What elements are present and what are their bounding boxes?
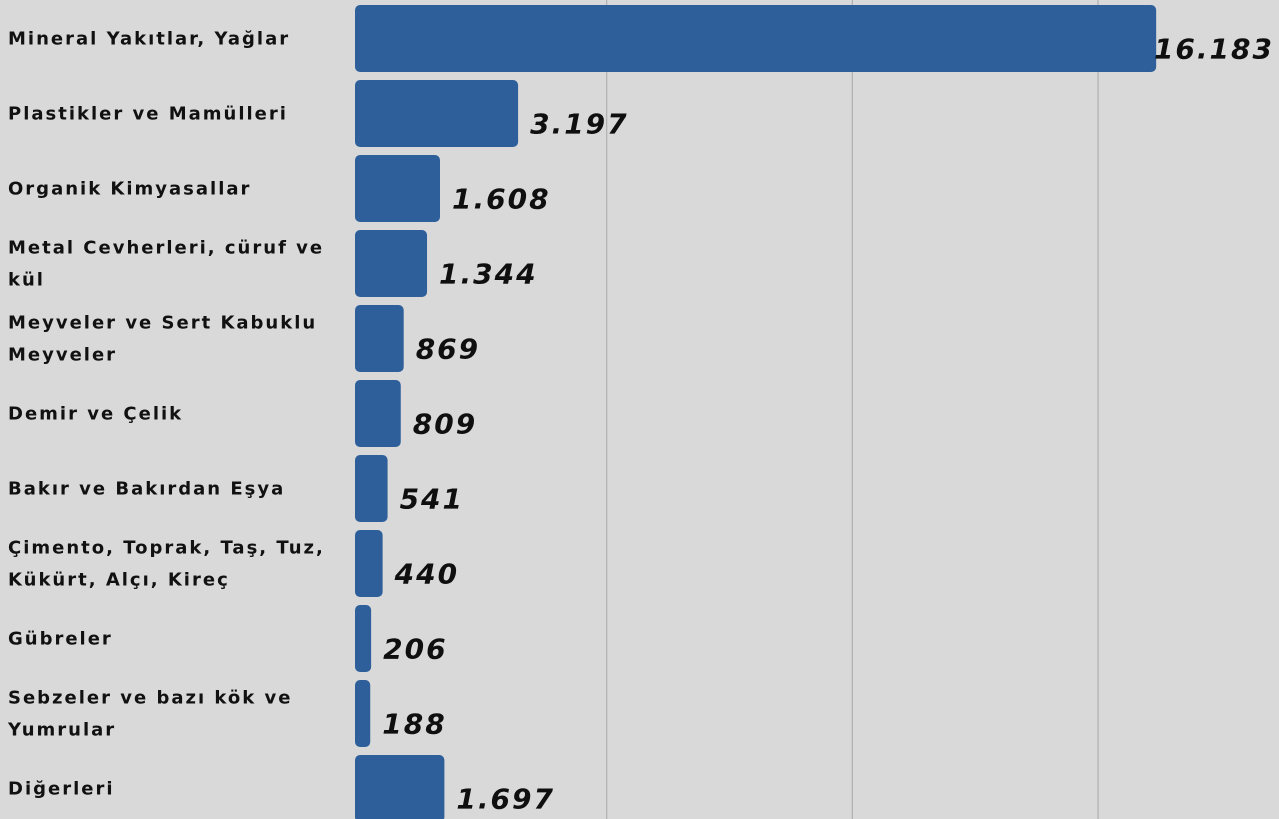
category-label-line: Demir ve Çelik [8,404,183,425]
value-label: 1.608 [452,183,551,216]
category-label-line: Mineral Yakıtlar, Yağlar [8,29,290,50]
bar [355,5,1157,72]
category-label: Diğerleri [8,779,115,800]
bar [355,380,401,447]
value-label: 188 [382,708,446,741]
category-label-line: Sebzeler ve bazı kök ve [8,688,292,709]
value-labels: 16.183 3.197 1.608 1.344 869 809 541 440 206 188 1… [382,33,1274,816]
category-label: Mineral Yakıtlar, Yağlar [8,29,290,50]
value-label: 440 [394,558,459,591]
category-label: Sebzeler ve bazı kök ve Yumrular [7,688,292,741]
category-label-line: Plastikler ve Mamülleri [8,104,288,125]
value-label: 3.197 [530,108,629,141]
category-label-line: Kükürt, Alçı, Kireç [8,570,230,591]
category-label-line: Metal Cevherleri, cüruf ve [8,238,324,259]
value-label: 206 [383,633,447,666]
value-label: 541 [400,483,464,516]
bar [355,230,428,297]
bars [355,5,1157,819]
bar [355,455,388,522]
bar [355,605,372,672]
category-label-line: Organik Kimyasallar [8,179,251,200]
category-label: Çimento, Toprak, Taş, Tuz, Kükürt, Alçı, … [8,538,325,591]
category-label-line: kül [8,270,45,291]
category-label: Organik Kimyasallar [8,179,251,200]
bar [355,305,404,372]
value-label: 809 [413,408,477,441]
bar [355,755,445,819]
category-label: Meyveler ve Sert Kabuklu Meyveler [8,313,317,366]
category-label: Metal Cevherleri, cüruf ve kül [8,238,324,291]
category-label-line: Bakır ve Bakırdan Eşya [8,479,285,500]
category-label-line: Yumrular [7,720,116,741]
category-label-line: Gübreler [8,629,113,650]
category-label: Bakır ve Bakırdan Eşya [8,479,285,500]
category-label-line: Diğerleri [8,779,115,800]
category-label: Gübreler [8,629,113,650]
bar [355,80,519,147]
value-label: 1.344 [439,258,538,291]
category-label-line: Meyveler ve Sert Kabuklu [8,313,317,334]
category-label-line: Çimento, Toprak, Taş, Tuz, [8,538,325,559]
category-label-line: Meyveler [8,345,117,366]
bar [355,680,371,747]
bar [355,155,441,222]
bar [355,530,383,597]
category-labels: Mineral Yakıtlar, Yağlar Plastikler ve Ma… [7,29,325,800]
gridlines [606,0,1099,819]
value-label: 1.697 [456,783,555,816]
value-label: 16.183 [1154,33,1274,66]
category-label: Plastikler ve Mamülleri [8,104,288,125]
value-label: 869 [416,333,480,366]
category-label: Demir ve Çelik [8,404,183,425]
